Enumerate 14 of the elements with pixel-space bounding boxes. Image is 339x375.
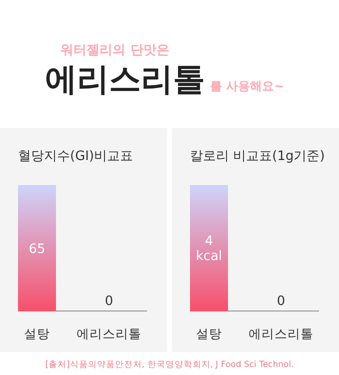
text: 에리스리톨 <box>45 60 205 98</box>
chart-title: 혈당지수(GI)비교표 <box>18 149 134 164</box>
x-tick-label: 설탕 <box>24 326 50 341</box>
text: 를 사용해요~ <box>210 79 284 93</box>
x-tick-label: 에리스리톨 <box>76 326 142 341</box>
text: [출처]식품의약품안전처, 한국영양학회지, J Food Sci Technol. <box>45 360 294 370</box>
chart-title: 칼로리 비교표(1g기준) <box>190 149 325 164</box>
data-label: 0 <box>276 294 286 309</box>
data-label: 65 <box>28 242 46 257</box>
x-tick-label: 설탕 <box>196 326 222 341</box>
x-tick-label: 에리스리톨 <box>248 326 314 341</box>
data-label: 4 kcal <box>196 234 222 264</box>
text: 워터젤리의 단맛은 <box>60 43 170 58</box>
data-label: 0 <box>104 294 114 309</box>
